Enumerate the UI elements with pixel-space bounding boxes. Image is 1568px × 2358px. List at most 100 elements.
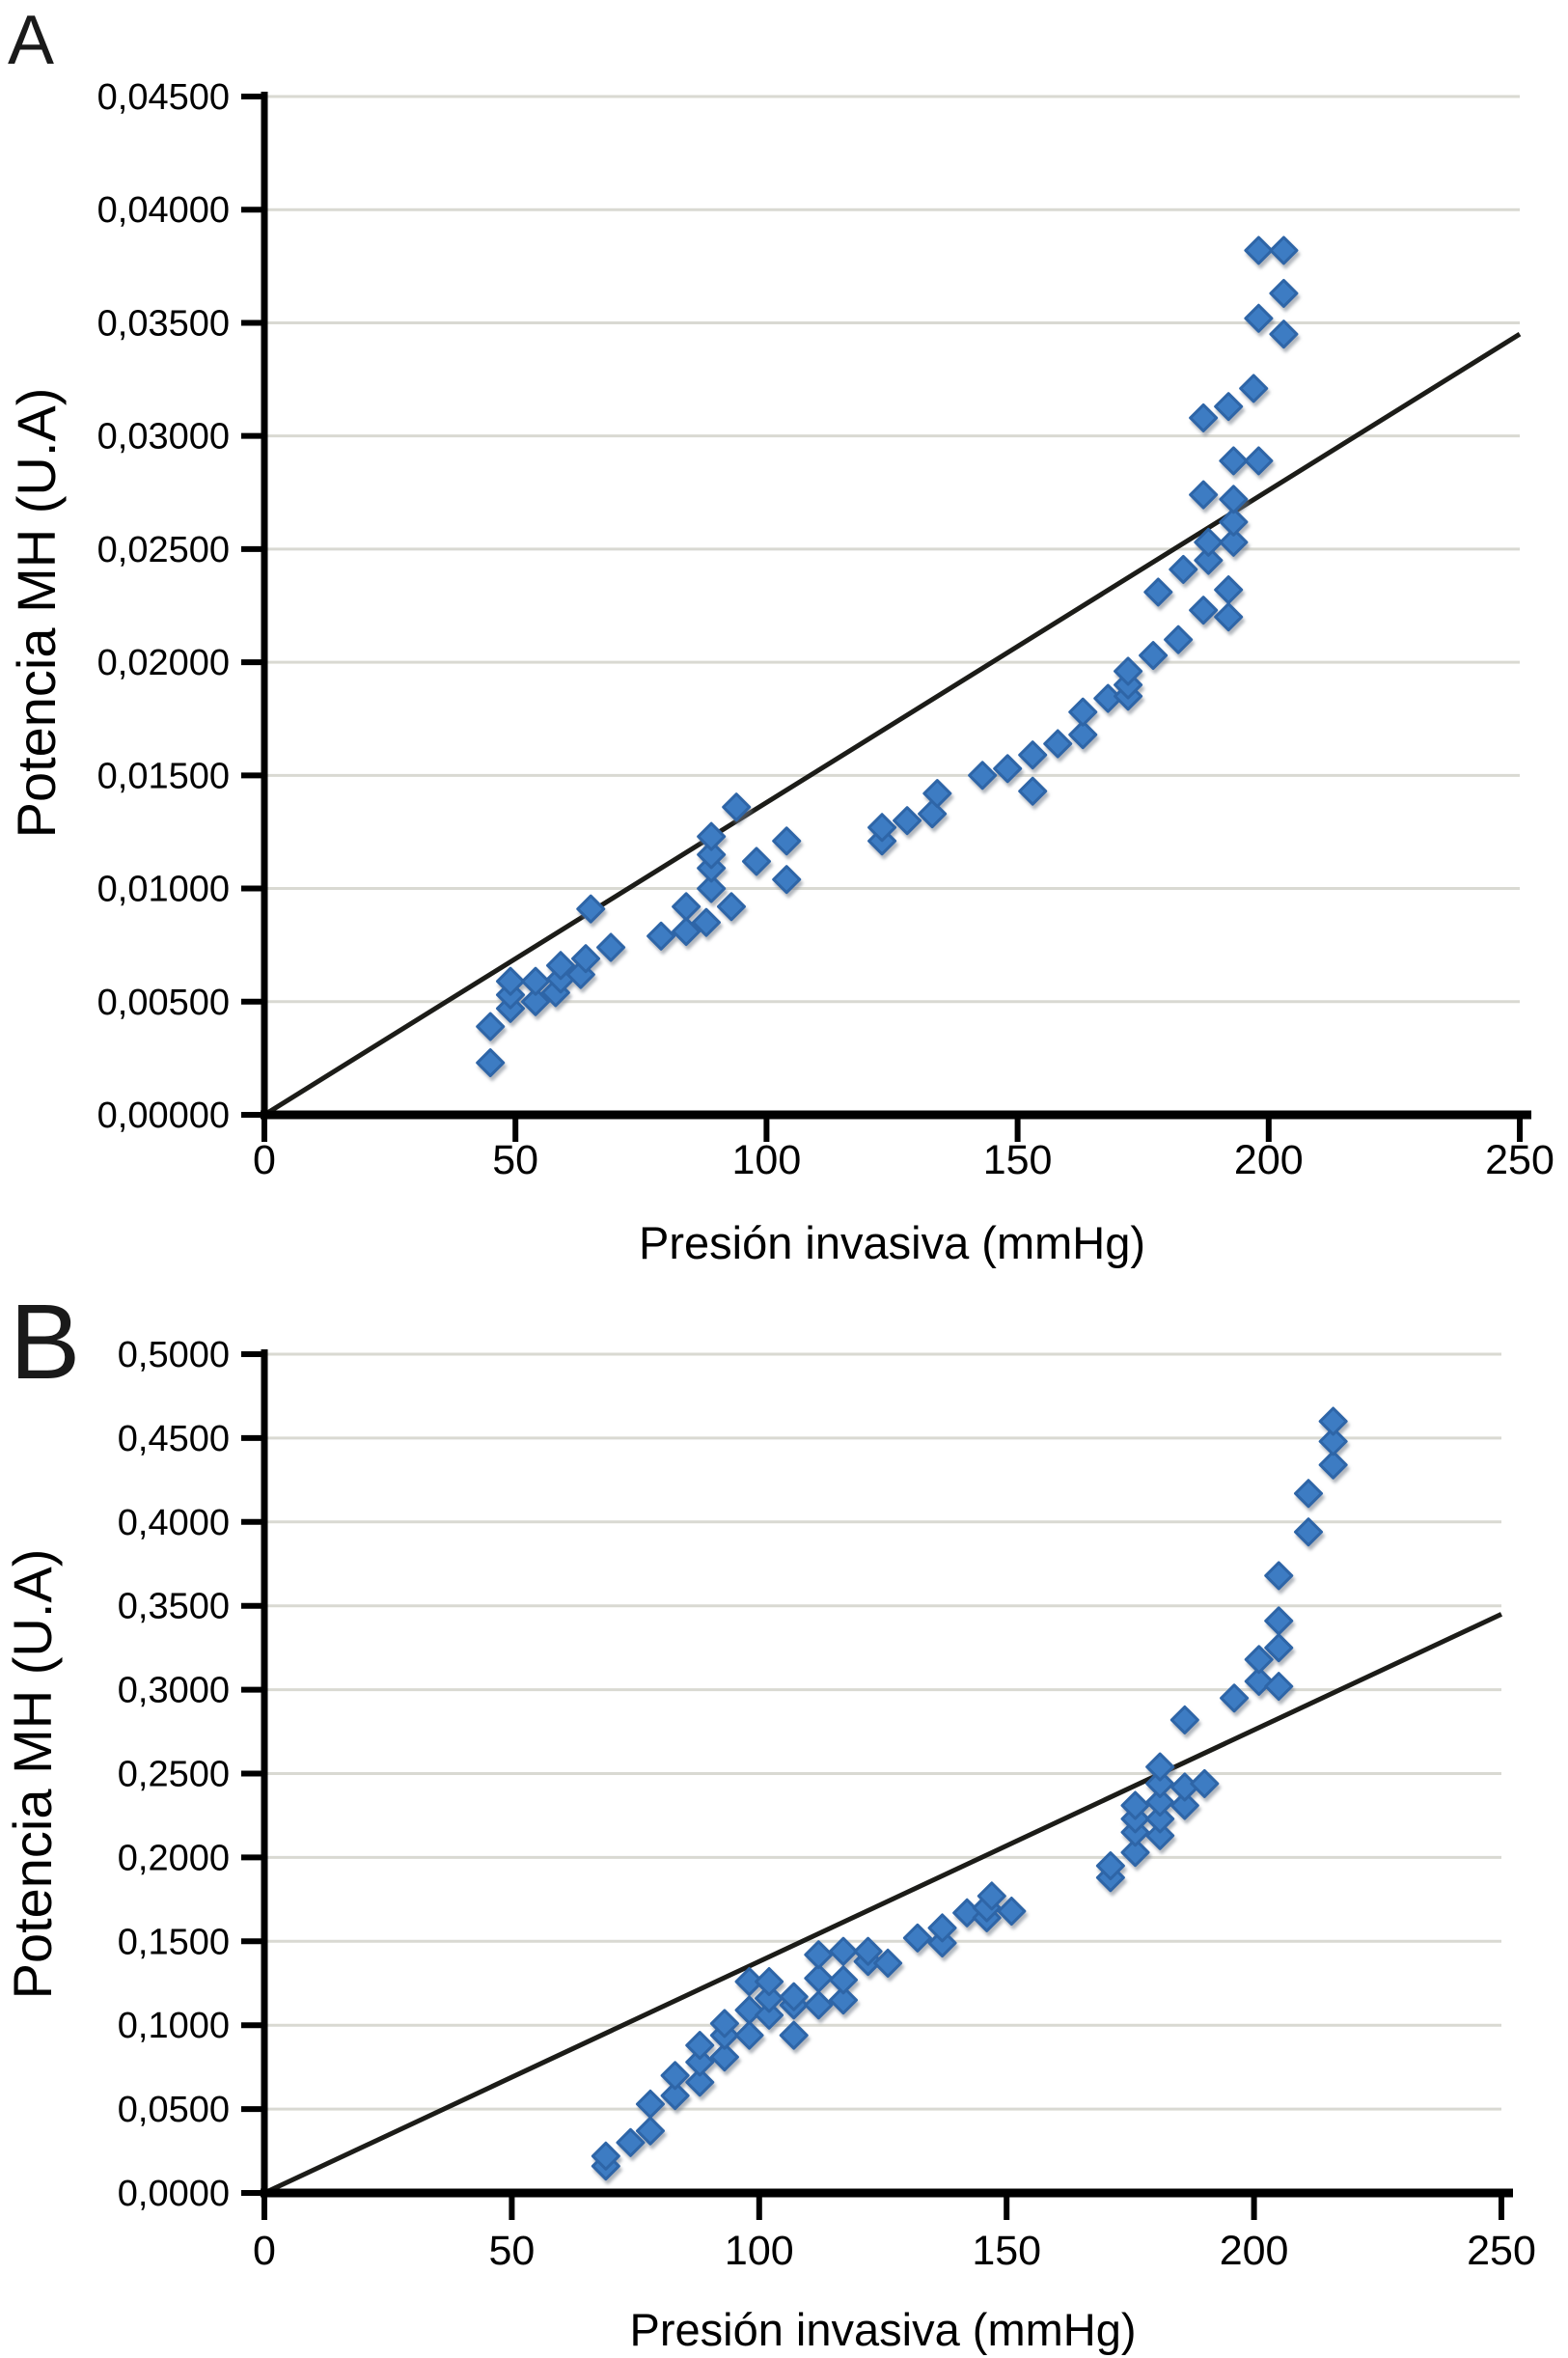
y-tick-label: 0,04000 (97, 190, 230, 231)
y-tick-label: 0,4500 (118, 1419, 230, 1459)
x-tick-label: 150 (972, 2228, 1041, 2274)
data-point (635, 2116, 665, 2146)
data-point (734, 1967, 764, 1997)
panel-b-label: B (10, 1283, 81, 1401)
panel-b-points (591, 1406, 1348, 2181)
y-tick-label: 0,01500 (97, 756, 230, 796)
y-tick-label: 0,04500 (97, 77, 230, 118)
data-point (1269, 278, 1299, 308)
data-point (902, 1923, 932, 1953)
y-tick-label: 0,00000 (97, 1096, 230, 1136)
data-point (1219, 446, 1249, 476)
data-point (1145, 1804, 1175, 1834)
y-tick-label: 0,0000 (118, 2174, 230, 2214)
data-point (571, 944, 601, 974)
data-point (1189, 402, 1219, 432)
data-point (1190, 1768, 1220, 1798)
data-point (635, 2089, 665, 2119)
data-point (741, 846, 771, 876)
data-point (660, 2061, 690, 2091)
data-point (1318, 1427, 1348, 1456)
data-point (1169, 1705, 1199, 1734)
data-point (685, 2067, 715, 2097)
data-point (1269, 236, 1299, 265)
panel-b-x-axis-title: Presión invasiva (mmHg) (629, 2304, 1137, 2355)
data-point (685, 2031, 715, 2061)
y-tick-label: 0,3000 (118, 1671, 230, 1711)
data-point (927, 1928, 957, 1958)
data-point (1145, 1820, 1175, 1850)
data-point (927, 1913, 957, 1943)
x-tick-label: 150 (983, 1137, 1053, 1183)
panel-b-axes: 0,0000 0,0500 0,1000 0,1500 0,2000 0,2500 0,30… (118, 1335, 1536, 2274)
data-point (576, 894, 606, 924)
data-point (685, 2047, 715, 2077)
data-point (521, 966, 551, 996)
y-tick-label: 0,02500 (97, 530, 230, 570)
data-point (691, 907, 721, 937)
data-point (772, 826, 802, 856)
data-point (893, 806, 922, 836)
data-point (1244, 1666, 1274, 1696)
data-point (616, 2127, 646, 2157)
data-point (1214, 602, 1244, 632)
data-point (755, 2000, 784, 2030)
y-tick-label: 0,1000 (118, 2006, 230, 2046)
data-point (734, 1995, 764, 2025)
data-point (697, 821, 727, 851)
data-point (1220, 1683, 1250, 1713)
data-point (1214, 392, 1244, 422)
y-tick-label: 0,1500 (118, 1922, 230, 1962)
y-tick-label: 0,5000 (118, 1335, 230, 1375)
data-point (1194, 545, 1224, 575)
data-point (646, 921, 676, 951)
data-point (1294, 1479, 1324, 1509)
data-point (1264, 1606, 1294, 1636)
data-point (1318, 1450, 1348, 1480)
x-tick-label: 100 (732, 1137, 802, 1183)
data-point (476, 1048, 506, 1078)
y-tick-label: 0,03500 (97, 303, 230, 344)
data-point (853, 1936, 883, 1966)
data-point (521, 986, 551, 1016)
data-point (779, 2020, 809, 2050)
data-point (709, 2042, 739, 2072)
data-point (779, 1982, 809, 2011)
data-point (1214, 575, 1244, 605)
data-point (660, 2081, 690, 2111)
data-point (968, 761, 998, 791)
data-point (1068, 697, 1098, 727)
data-point (1189, 480, 1219, 510)
data-point (1120, 1838, 1150, 1868)
x-tick-label: 50 (492, 1137, 538, 1183)
panel-a-points (476, 236, 1299, 1078)
data-point (495, 966, 525, 996)
data-point (1189, 596, 1219, 625)
data-point (1244, 236, 1274, 265)
data-point (596, 932, 626, 962)
y-tick-label: 0,01000 (97, 870, 230, 910)
data-point (873, 1948, 903, 1978)
data-point (1139, 641, 1169, 671)
data-point (1164, 624, 1194, 654)
x-tick-label: 0 (253, 2228, 276, 2274)
data-point (804, 1963, 834, 1993)
data-point (1095, 1851, 1125, 1881)
y-tick-label: 0,0500 (118, 2090, 230, 2130)
data-point (997, 1897, 1027, 1927)
data-point (755, 1967, 784, 1997)
data-point (1264, 1561, 1294, 1591)
data-point (591, 2141, 620, 2171)
data-point (697, 874, 727, 903)
data-point (1120, 1790, 1150, 1820)
data-point (1269, 319, 1299, 349)
data-point (772, 865, 802, 895)
data-point (476, 1012, 506, 1041)
y-tick-label: 0,2500 (118, 1755, 230, 1795)
panel-a-x-axis-title: Presión invasiva (mmHg) (639, 1217, 1145, 1268)
data-point (1219, 507, 1249, 537)
data-point (993, 754, 1023, 784)
data-point (804, 1990, 834, 2020)
x-tick-label: 250 (1467, 2228, 1536, 2274)
